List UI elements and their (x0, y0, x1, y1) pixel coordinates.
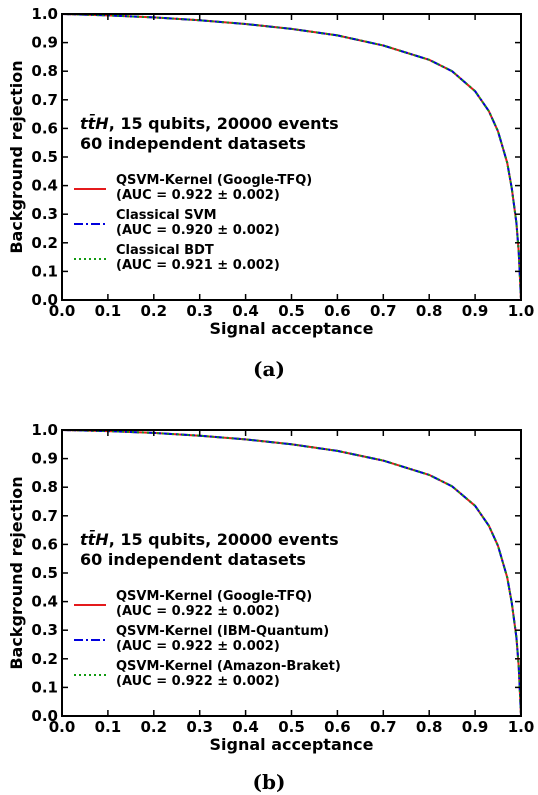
y-tick-label: 0.2 (31, 650, 58, 668)
x-axis-title: Signal acceptance (210, 735, 374, 754)
x-tick-label: 0.9 (462, 302, 489, 320)
legend-auc-0: (AUC = 0.922 ± 0.002) (116, 604, 280, 619)
legend-label-1: QSVM-Kernel (IBM-Quantum) (116, 624, 329, 639)
y-tick-label: 1.0 (31, 5, 58, 23)
roc-chart-a: 0.0 0.1 0.2 0.3 0.4 0.5 0.6 0.7 0.8 0.9 1.0 0.0 0.1 0… (7, 5, 535, 338)
y-tick-label: 0.1 (31, 262, 58, 280)
y-tick-label: 0.0 (31, 707, 58, 725)
annotation-details: , 15 qubits, 20000 events (109, 530, 339, 549)
x-tick-label: 0.2 (141, 718, 168, 736)
y-tick-label: 0.1 (31, 678, 58, 696)
x-tick-label: 0.4 (232, 718, 259, 736)
x-tick-label: 0.4 (232, 302, 259, 320)
x-tick-label: 0.8 (416, 718, 443, 736)
x-tick-label: 0.1 (95, 302, 122, 320)
y-axis-title: Background rejection (7, 60, 26, 253)
annotation-line-1: tt̄H, 15 qubits, 20000 events (80, 113, 339, 133)
x-tick-label: 1.0 (508, 302, 535, 320)
annotation-process: tt̄H (80, 529, 109, 549)
x-tick-label: 0.3 (186, 302, 213, 320)
annotation-line-2: 60 independent datasets (80, 134, 306, 153)
x-tick-label: 0.3 (186, 718, 213, 736)
legend-label-1: Classical SVM (116, 208, 217, 223)
y-tick-label: 0.3 (31, 621, 58, 639)
x-tick-label: 0.9 (462, 718, 489, 736)
legend-label-2: QSVM-Kernel (Amazon-Braket) (116, 659, 341, 674)
y-axis-title: Background rejection (7, 476, 26, 669)
legend-auc-1: (AUC = 0.920 ± 0.002) (116, 223, 280, 238)
x-tick-label: 0.5 (278, 718, 305, 736)
x-tick-label: 1.0 (508, 718, 535, 736)
panel-caption-a: (a) (253, 357, 285, 381)
roc-chart-b: 0.0 0.1 0.2 0.3 0.4 0.5 0.6 0.7 0.8 0.9 1.0 0.0 0.1 0… (7, 421, 535, 754)
y-tick-label: 0.9 (31, 450, 58, 468)
x-axis-title: Signal acceptance (210, 319, 374, 338)
annotation-line-2: 60 independent datasets (80, 550, 306, 569)
y-tick-label: 0.4 (31, 177, 58, 195)
y-tick-label: 0.9 (31, 34, 58, 52)
legend-label-0: QSVM-Kernel (Google-TFQ) (116, 173, 312, 188)
legend-label-0: QSVM-Kernel (Google-TFQ) (116, 589, 312, 604)
panel-caption-b: (b) (252, 770, 286, 794)
x-tick-label: 0.6 (324, 718, 351, 736)
x-tick-label: 0.0 (49, 302, 76, 320)
legend-auc-2: (AUC = 0.921 ± 0.002) (116, 258, 280, 273)
x-tick-label: 0.5 (278, 302, 305, 320)
y-tick-label: 0.3 (31, 205, 58, 223)
series-line-2 (61, 429, 522, 717)
annotation-process: tt̄H (80, 113, 109, 133)
y-tick-label: 0.2 (31, 234, 58, 252)
y-tick-label: 0.7 (31, 91, 58, 109)
x-tick-label: 0.2 (141, 302, 168, 320)
y-tick-label: 0.6 (31, 119, 58, 137)
x-tick-label: 0.6 (324, 302, 351, 320)
legend-label-2: Classical BDT (116, 243, 214, 258)
y-tick-label: 0.5 (31, 564, 58, 582)
legend-auc-0: (AUC = 0.922 ± 0.002) (116, 188, 280, 203)
chart-panel-b: 0.0 0.1 0.2 0.3 0.4 0.5 0.6 0.7 0.8 0.9 1.0 0.0 0.1 0… (0, 415, 538, 795)
y-tick-label: 1.0 (31, 421, 58, 439)
y-tick-label: 0.8 (31, 478, 58, 496)
y-tick-label: 0.5 (31, 148, 58, 166)
chart-panel-a: 0.0 0.1 0.2 0.3 0.4 0.5 0.6 0.7 0.8 0.9 1.0 0.0 0.1 0… (0, 0, 538, 395)
annotation-line-1: tt̄H, 15 qubits, 20000 events (80, 529, 339, 549)
x-tick-label: 0.0 (49, 718, 76, 736)
x-tick-label: 0.7 (370, 718, 397, 736)
y-tick-label: 0.0 (31, 291, 58, 309)
y-tick-label: 0.7 (31, 507, 58, 525)
x-tick-label: 0.8 (416, 302, 443, 320)
series-line-2 (61, 13, 522, 301)
annotation-details: , 15 qubits, 20000 events (109, 114, 339, 133)
x-tick-label: 0.7 (370, 302, 397, 320)
y-tick-label: 0.6 (31, 535, 58, 553)
legend-auc-1: (AUC = 0.922 ± 0.002) (116, 639, 280, 654)
legend-auc-2: (AUC = 0.922 ± 0.002) (116, 674, 280, 689)
y-tick-label: 0.8 (31, 62, 58, 80)
x-tick-label: 0.1 (95, 718, 122, 736)
y-tick-label: 0.4 (31, 593, 58, 611)
